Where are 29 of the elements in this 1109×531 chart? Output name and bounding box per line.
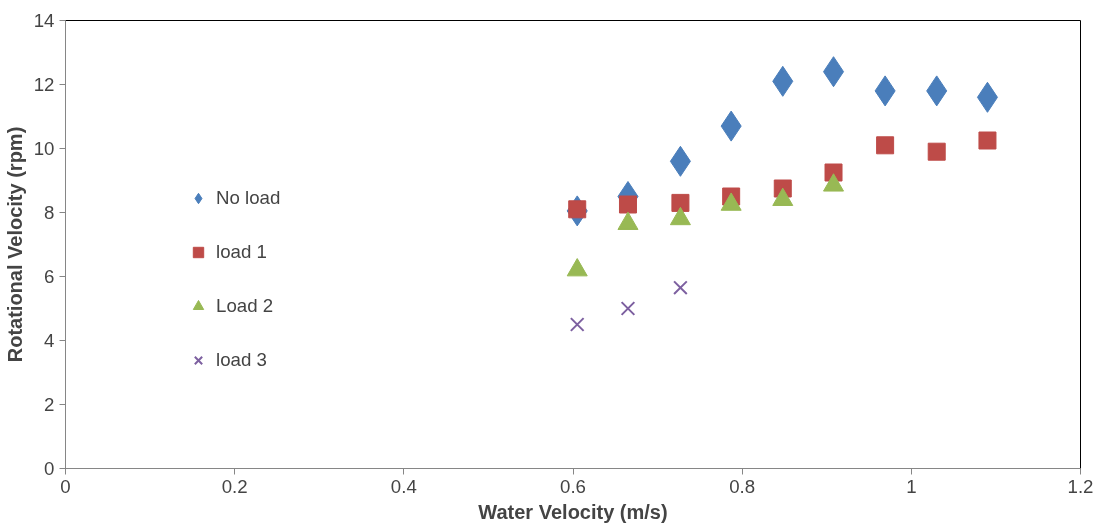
y-axis-title: Rotational Velocity (rpm) [3,126,26,363]
point [673,280,688,296]
point [978,131,997,150]
x-tick-label: 0.6 [560,475,586,497]
y-tick-label: 8 [44,202,55,223]
x-tick-label: 0.4 [390,475,417,497]
x-tick-label: 1.2 [1067,475,1094,497]
y-tick-label: 4 [44,330,55,351]
x-tick-label: 0 [60,475,71,497]
y-tick-label: 10 [33,138,55,159]
point [620,301,636,316]
point [569,317,585,332]
point [618,195,637,214]
point [671,193,690,212]
y-tick-label: 12 [33,74,55,95]
point [927,142,946,161]
x-axis-title: Water Velocity (m/s) [478,500,668,523]
legend-label: load 3 [216,349,267,371]
legend-label: Load 2 [216,295,274,317]
y-tick-label: 6 [44,266,55,287]
x-tick-label: 1 [906,475,917,497]
y-tick-label: 14 [33,10,55,31]
x-tick-label: 0.8 [729,475,756,497]
x-tick-label: 0.2 [221,475,248,497]
point [876,136,895,155]
y-tick-label: 0 [44,458,55,479]
y-tick-label: 2 [44,394,55,415]
legend-label: load 1 [216,241,267,263]
legend-label: No load [216,187,281,209]
